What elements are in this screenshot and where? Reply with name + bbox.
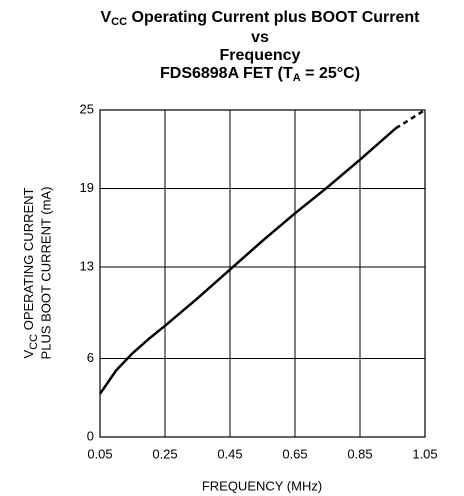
title-subscript: A xyxy=(293,72,301,84)
x-tick-label: 1.05 xyxy=(412,446,437,461)
y-axis-label: VCC OPERATING CURRENT PLUS BOOT CURRENT … xyxy=(21,187,53,360)
x-tick-label: 0.85 xyxy=(347,446,372,461)
x-tick-label: 0.65 xyxy=(282,446,307,461)
plot-frame xyxy=(99,109,426,438)
y-label-text: OPERATING CURRENT xyxy=(21,187,36,333)
y-tick-label: 0 xyxy=(87,428,94,443)
y-tick-label: 25 xyxy=(80,101,94,116)
title-text: Operating Current plus BOOT Current xyxy=(127,9,420,26)
chart-title: FDS6898A FET (TA = 25°C) xyxy=(160,65,360,84)
y-tick-label: 6 xyxy=(87,350,94,365)
x-tick-label: 0.05 xyxy=(87,446,112,461)
chart-title: vs xyxy=(251,29,269,46)
y-label-subscript: CC xyxy=(28,334,40,350)
data-line xyxy=(98,127,397,395)
y-label-text: V xyxy=(21,349,36,358)
x-tick-label: 0.45 xyxy=(217,446,242,461)
y-label-line: PLUS BOOT CURRENT (mA) xyxy=(38,187,53,360)
y-tick-label: 19 xyxy=(80,180,94,195)
y-tick-label: 13 xyxy=(80,258,94,273)
x-tick-label: 0.25 xyxy=(152,446,177,461)
title-subscript: CC xyxy=(111,16,127,28)
title-text: = 25°C) xyxy=(301,65,360,82)
data-line xyxy=(395,108,426,130)
chart-title: VCC Operating Current plus BOOT Current xyxy=(100,9,420,28)
x-axis-label: FREQUENCY (MHz) xyxy=(202,478,322,493)
title-text: V xyxy=(100,9,111,26)
y-label-line: VCC OPERATING CURRENT xyxy=(21,187,39,358)
chart-title: Frequency xyxy=(220,47,301,64)
title-text: FDS6898A FET (T xyxy=(160,65,293,82)
